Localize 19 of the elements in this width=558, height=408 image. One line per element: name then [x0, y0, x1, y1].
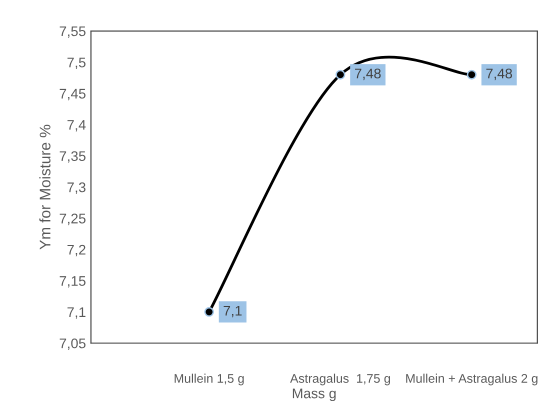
y-tick-label: 7,3	[68, 182, 86, 194]
x-tick-label: Astragalus 1,75 g	[290, 374, 390, 386]
data-label: 7,48	[486, 68, 512, 80]
y-tick-label: 7,35	[60, 151, 86, 163]
y-tick-label: 7,05	[60, 338, 86, 350]
data-label: 7,1	[224, 306, 242, 318]
y-tick-label: 7,25	[60, 214, 86, 226]
y-tick-label: 7,15	[60, 276, 86, 288]
x-tick-label: Mullein 1,5 g	[174, 374, 244, 386]
y-tick-label: 7,1	[68, 307, 86, 319]
y-tick-label: 7,4	[68, 120, 86, 132]
y-tick-label: 7,5	[68, 58, 86, 70]
data-label: 7,48	[355, 68, 381, 80]
x-tick-label: Mullein + Astragalus 2 g	[406, 374, 538, 386]
x-axis-title: Mass g	[292, 388, 336, 402]
y-axis-title: Ym for Moisture %	[39, 124, 50, 250]
y-tick-label: 7,2	[68, 244, 86, 256]
y-tick-label: 7,45	[60, 88, 86, 100]
y-tick-label: 7,55	[60, 26, 86, 38]
